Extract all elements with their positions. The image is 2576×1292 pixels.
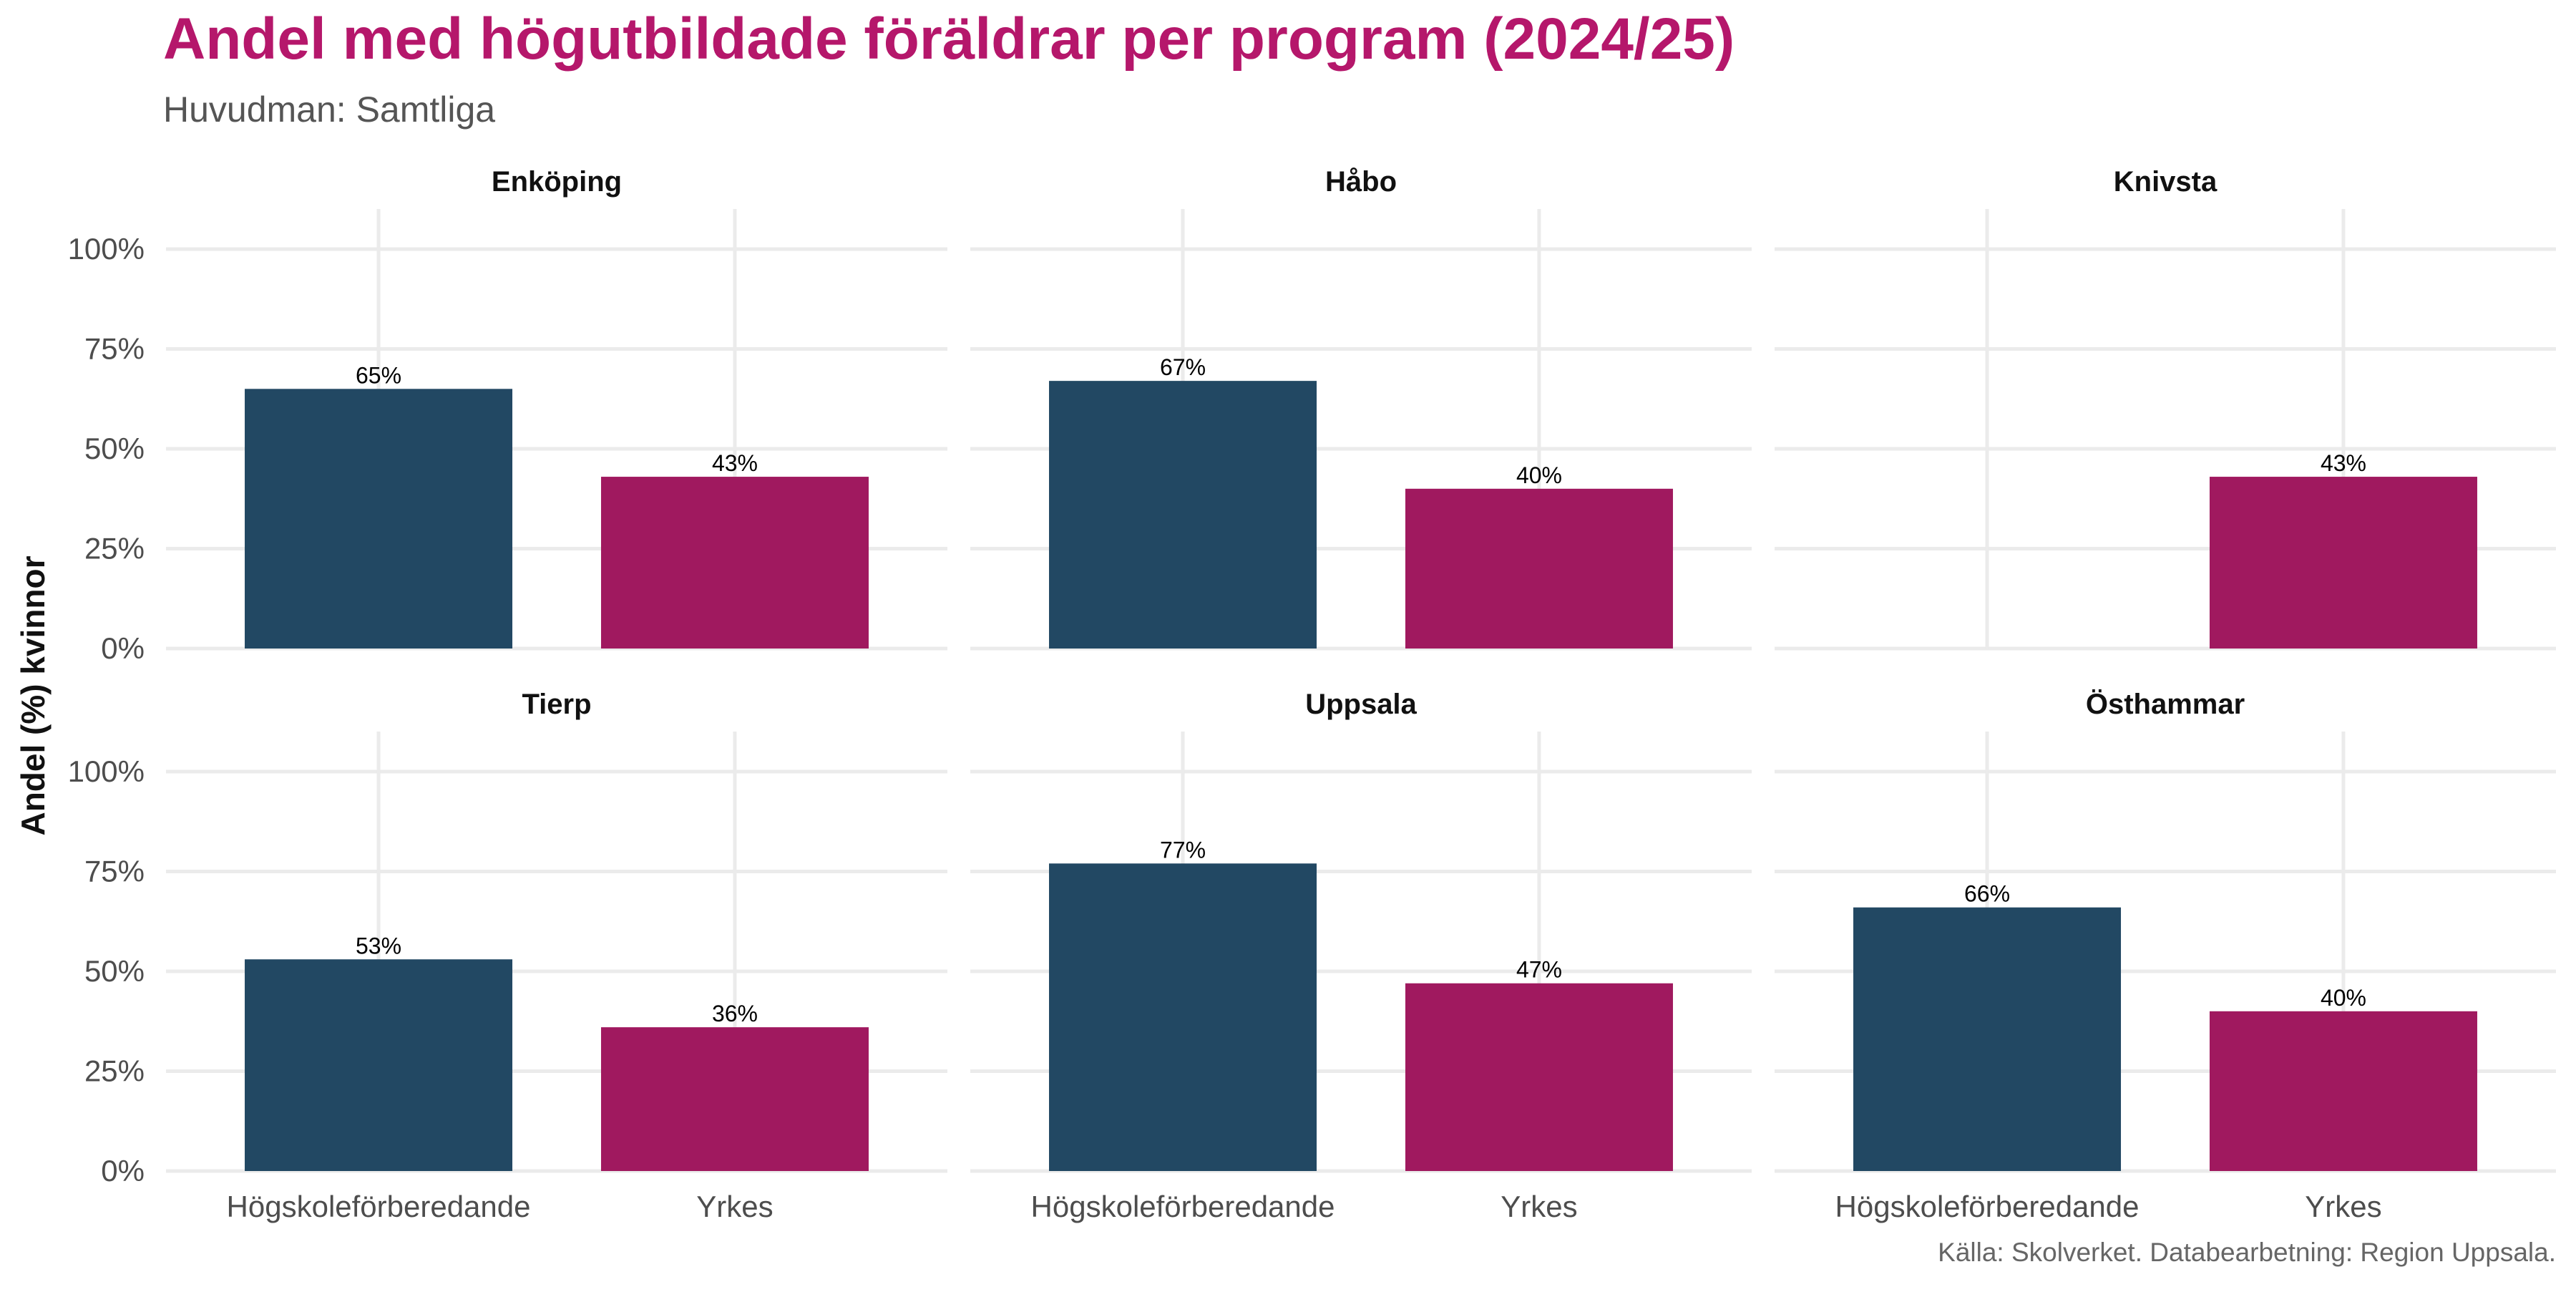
bar-östhammar-hogskoleforberedande xyxy=(1853,907,2122,1171)
facet-panels: Enköping 65% 43% 0% 25% 50% 75% 100% Håbo 67% 40% K… xyxy=(68,166,2556,1223)
bar-knivsta-yrkes xyxy=(2209,477,2477,649)
data-label-uppsala-yrkes: 47% xyxy=(1516,957,1562,983)
y-tick-label: 0% xyxy=(101,631,145,665)
y-tick-label: 50% xyxy=(84,954,145,988)
y-tick-label: 100% xyxy=(68,754,145,788)
bar-enköping-yrkes xyxy=(600,477,869,649)
chart-caption: Källa: Skolverket. Databearbetning: Regi… xyxy=(1938,1238,2556,1267)
bar-håbo-yrkes xyxy=(1405,488,1673,649)
y-tick-label: 25% xyxy=(84,1054,145,1088)
bar-uppsala-hogskoleforberedande xyxy=(1049,863,1317,1171)
y-tick-label: 0% xyxy=(101,1154,145,1187)
bar-östhammar-yrkes xyxy=(2209,1011,2477,1171)
y-tick-label: 50% xyxy=(84,432,145,465)
data-label-tierp-yrkes: 36% xyxy=(712,1001,758,1026)
y-tick-label: 75% xyxy=(84,332,145,366)
bar-håbo-hogskoleforberedande xyxy=(1049,381,1317,649)
x-tick-label: Yrkes xyxy=(1501,1190,1577,1223)
bar-uppsala-yrkes xyxy=(1405,983,1673,1171)
data-label-uppsala-hogskoleforberedande: 77% xyxy=(1160,837,1206,863)
facet-title-håbo: Håbo xyxy=(1325,166,1397,198)
data-label-enköping-hogskoleforberedande: 65% xyxy=(356,362,401,388)
data-label-tierp-hogskoleforberedande: 53% xyxy=(356,933,401,958)
x-tick-label: Högskoleförberedande xyxy=(1835,1190,2140,1223)
chart-title: Andel med högutbildade föräldrar per pro… xyxy=(163,6,1735,72)
x-tick-label: Högskoleförberedande xyxy=(227,1190,531,1223)
facet-title-tierp: Tierp xyxy=(522,689,591,720)
data-label-håbo-yrkes: 40% xyxy=(1516,462,1562,488)
x-tick-label: Yrkes xyxy=(696,1190,773,1223)
facet-title-uppsala: Uppsala xyxy=(1305,689,1417,720)
chart-subtitle: Huvudman: Samtliga xyxy=(163,89,495,130)
facet-title-östhammar: Östhammar xyxy=(2086,688,2245,720)
data-label-östhammar-hogskoleforberedande: 66% xyxy=(1964,881,2010,907)
facet-title-knivsta: Knivsta xyxy=(2114,166,2218,198)
data-label-håbo-hogskoleforberedande: 67% xyxy=(1160,354,1206,380)
data-label-enköping-yrkes: 43% xyxy=(712,450,758,476)
x-tick-label: Yrkes xyxy=(2305,1190,2381,1223)
facet-title-enköping: Enköping xyxy=(492,166,622,198)
y-axis-label: Andel (%) kvinnor xyxy=(14,555,52,835)
bar-tierp-hogskoleforberedande xyxy=(245,959,513,1171)
data-label-knivsta-yrkes: 43% xyxy=(2321,450,2366,476)
x-tick-label: Högskoleförberedande xyxy=(1031,1190,1335,1223)
bar-tierp-yrkes xyxy=(600,1027,869,1171)
bar-enköping-hogskoleforberedande xyxy=(245,389,513,649)
y-tick-label: 25% xyxy=(84,532,145,565)
data-label-östhammar-yrkes: 40% xyxy=(2321,985,2366,1011)
y-tick-label: 100% xyxy=(68,232,145,266)
y-tick-label: 75% xyxy=(84,855,145,888)
